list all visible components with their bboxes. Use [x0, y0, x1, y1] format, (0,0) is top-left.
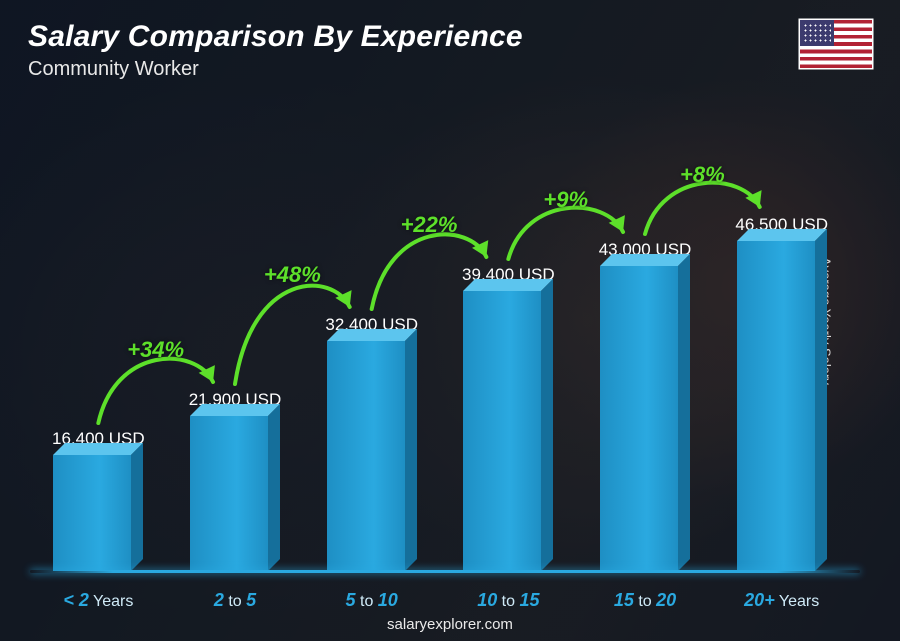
x-label-2: 5 to 10 [313, 590, 430, 611]
bar-3: 39,400 USD [450, 265, 567, 571]
delta-label: +9% [543, 187, 588, 213]
x-axis-labels: < 2 Years 2 to 5 5 to 10 10 to 15 15 to 20 20… [40, 590, 840, 611]
header: Salary Comparison By Experience Communit… [28, 20, 523, 81]
x-label-4: 15 to 20 [587, 590, 704, 611]
x-label-0: < 2 Years [40, 590, 157, 611]
x-label-5: 20+ Years [723, 590, 840, 611]
delta-label: +48% [264, 262, 321, 288]
delta-label: +34% [127, 337, 184, 363]
x-label-3: 10 to 15 [450, 590, 567, 611]
bar-shape [463, 291, 553, 571]
bar-4: 43,000 USD [587, 240, 704, 571]
bar-shape [737, 241, 827, 571]
infographic-stage: Salary Comparison By Experience Communit… [0, 0, 900, 641]
bar-shape [190, 416, 280, 571]
salary-bar-chart: 16,400 USD21,900 USD32,400 USD39,400 USD… [40, 150, 840, 571]
us-flag-icon [800, 20, 872, 68]
chart-baseline [30, 570, 860, 573]
footer-credit: salaryexplorer.com [0, 616, 900, 633]
delta-label: +8% [680, 162, 725, 188]
delta-label: +22% [401, 212, 458, 238]
bar-shape [327, 341, 417, 571]
page-subtitle: Community Worker [28, 58, 523, 81]
bar-shape [53, 455, 143, 571]
bar-shape [600, 266, 690, 571]
page-title: Salary Comparison By Experience [28, 20, 523, 54]
bar-1: 21,900 USD [177, 390, 294, 571]
bar-0: 16,400 USD [40, 429, 157, 571]
x-label-1: 2 to 5 [177, 590, 294, 611]
bar-5: 46,500 USD [723, 215, 840, 571]
bar-2: 32,400 USD [313, 315, 430, 571]
